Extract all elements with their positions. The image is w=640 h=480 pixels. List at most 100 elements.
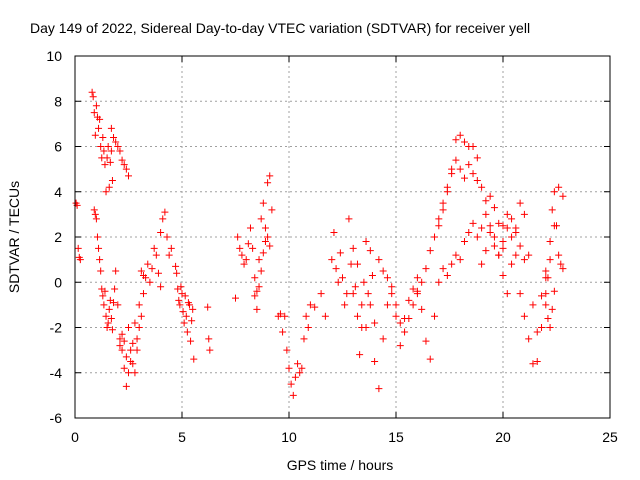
data-point: [328, 256, 336, 264]
data-point: [448, 170, 456, 178]
data-point: [300, 335, 308, 343]
data-point: [366, 301, 374, 309]
data-point: [431, 312, 439, 320]
data-point: [255, 256, 263, 264]
data-point: [544, 314, 552, 322]
data-point: [182, 312, 190, 320]
data-point: [91, 131, 99, 139]
data-point: [512, 251, 520, 259]
data-point: [112, 267, 120, 275]
data-point: [529, 301, 537, 309]
data-point: [157, 228, 165, 236]
data-point: [281, 312, 289, 320]
data-point: [508, 215, 516, 223]
data-point: [180, 319, 188, 327]
x-tick-label: 5: [178, 429, 186, 445]
data-point: [418, 278, 426, 286]
data-point: [302, 312, 310, 320]
data-point: [111, 285, 119, 293]
data-point: [296, 369, 304, 377]
data-point: [469, 143, 477, 150]
data-point: [341, 301, 349, 309]
data-point: [473, 233, 481, 241]
data-point: [379, 267, 387, 275]
x-tick-label: 0: [71, 429, 79, 445]
data-point: [175, 296, 183, 304]
data-point: [330, 228, 338, 236]
data-point: [409, 285, 417, 293]
data-point: [529, 360, 537, 368]
data-point: [364, 290, 372, 298]
data-point: [426, 355, 434, 363]
data-point: [456, 165, 464, 173]
data-point: [334, 278, 342, 286]
data-point: [349, 244, 357, 252]
data-point: [499, 271, 507, 279]
y-tick-label: -6: [50, 410, 63, 426]
data-point: [283, 346, 291, 354]
data-point: [478, 260, 486, 268]
data-point: [142, 274, 150, 282]
y-tick-label: 10: [46, 48, 62, 64]
data-point: [249, 244, 257, 252]
data-point: [291, 373, 299, 381]
data-point: [503, 224, 511, 232]
data-point: [456, 256, 464, 264]
data-point: [443, 271, 451, 279]
data-point: [499, 244, 507, 252]
data-point: [366, 247, 374, 255]
data-point: [490, 242, 498, 250]
data-point: [548, 206, 556, 214]
data-point: [129, 339, 137, 347]
data-point: [137, 267, 145, 275]
data-point: [172, 262, 180, 270]
data-point: [257, 267, 265, 275]
data-point: [238, 251, 246, 259]
data-point: [533, 328, 541, 336]
data-point: [538, 292, 546, 300]
data-point: [550, 188, 558, 196]
data-point: [503, 290, 511, 298]
data-point: [206, 346, 214, 354]
data-point: [167, 244, 175, 252]
x-axis-title: GPS time / hours: [287, 457, 394, 473]
data-point: [482, 210, 490, 218]
data-point: [478, 224, 486, 232]
data-point: [546, 256, 554, 264]
data-point: [525, 251, 533, 259]
data-point: [133, 335, 141, 343]
data-point: [460, 138, 468, 146]
data-point: [116, 147, 124, 155]
grid: [75, 56, 610, 418]
data-point: [234, 233, 242, 241]
data-point: [495, 251, 503, 259]
data-point: [159, 215, 167, 223]
y-axis-title: SDTVAR / TECUs: [6, 181, 22, 293]
data-point: [99, 133, 107, 141]
data-point: [176, 301, 184, 309]
data-point: [135, 301, 143, 309]
data-point: [460, 238, 468, 246]
data-point: [486, 192, 494, 200]
data-point: [102, 188, 110, 196]
data-point: [104, 319, 112, 327]
data-point: [251, 292, 259, 300]
data-point: [482, 247, 490, 255]
data-point: [321, 312, 329, 320]
data-point: [439, 265, 447, 273]
data-point: [422, 265, 430, 273]
data-point: [103, 154, 111, 162]
data-point: [512, 224, 520, 232]
data-point: [146, 278, 154, 286]
data-point: [347, 260, 355, 268]
data-point: [259, 199, 267, 207]
data-point: [264, 233, 272, 241]
data-point: [152, 251, 160, 259]
data-point: [553, 222, 560, 230]
data-point: [90, 109, 98, 117]
data-point: [439, 199, 447, 207]
data-point: [469, 219, 477, 227]
data-point: [379, 335, 387, 343]
data-point: [179, 308, 187, 316]
data-point: [129, 360, 137, 368]
